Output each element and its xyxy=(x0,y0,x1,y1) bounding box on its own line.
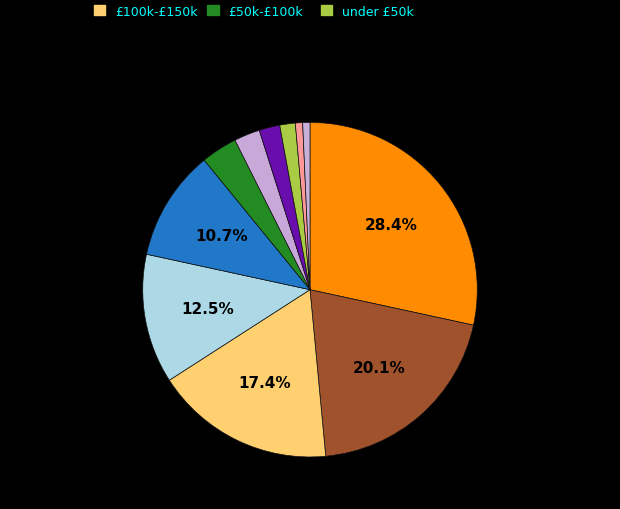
Wedge shape xyxy=(310,123,477,326)
Legend: £150k-£200k, £200k-£250k, £100k-£150k, £250k-£300k, £300k-£400k, £50k-£100k, £40: £150k-£200k, £200k-£250k, £100k-£150k, £… xyxy=(94,0,526,18)
Wedge shape xyxy=(204,141,310,290)
Wedge shape xyxy=(169,290,326,457)
Text: 10.7%: 10.7% xyxy=(195,229,248,243)
Wedge shape xyxy=(259,126,310,290)
Text: 28.4%: 28.4% xyxy=(365,218,417,233)
Wedge shape xyxy=(146,161,310,290)
Text: 12.5%: 12.5% xyxy=(182,301,234,316)
Text: 20.1%: 20.1% xyxy=(352,360,405,375)
Wedge shape xyxy=(143,254,310,380)
Wedge shape xyxy=(280,124,310,290)
Wedge shape xyxy=(310,290,474,457)
Wedge shape xyxy=(303,123,310,290)
Wedge shape xyxy=(295,123,310,290)
Text: 17.4%: 17.4% xyxy=(238,376,291,391)
Wedge shape xyxy=(235,131,310,290)
